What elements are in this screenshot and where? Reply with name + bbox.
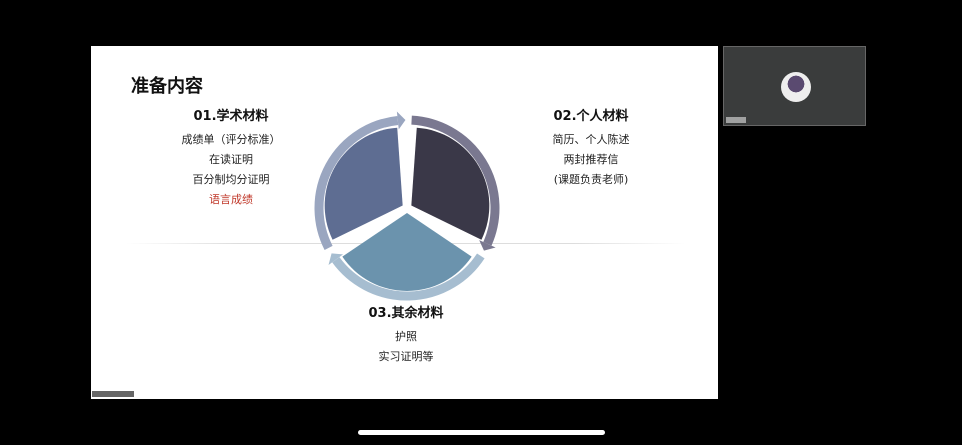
cycle-arrow-arc [332,253,485,301]
list-item-highlighted: 语言成绩 [209,193,253,206]
list-item: (课题负责老师) [553,173,629,186]
list-item: 百分制均分证明 [192,173,270,186]
list-item: 两封推荐信 [563,153,619,166]
cycle-diagram [314,111,500,301]
section-academic: 01.学术材料 成绩单（评分标准） 在读证明 百分制均分证明 语言成绩 [146,106,316,210]
list-item: 护照 [395,330,417,343]
list-item: 在读证明 [209,153,253,166]
section-personal: 02.个人材料 简历、个人陈述 两封推荐信 (课题负责老师) [506,106,676,190]
cycle-arrow-arc [314,116,399,250]
slide-label [92,391,134,397]
list-item: 成绩单（评分标准） [181,133,281,146]
cycle-arrow-arc [411,115,500,246]
diagram-segment [411,127,490,240]
arrow-head-icon [396,111,406,130]
section-other: 03.其余材料 护照 实习证明等 [321,303,491,367]
diagram-segment [342,213,472,291]
arrow-head-icon [479,240,496,251]
arrow-head-icon [328,253,344,266]
presentation-slide: 准备内容 01.学术材料 成绩单（评分标准） 在读证明 百分制均分证明 语言成绩… [91,46,718,399]
section-heading: 01.学术材料 [193,109,269,124]
diagram-segment [324,127,403,240]
participant-video-tile[interactable] [723,46,866,126]
list-item: 实习证明等 [378,350,434,363]
avatar [781,72,811,102]
participant-name-label [726,117,746,123]
section-heading: 02.个人材料 [553,109,629,124]
home-indicator[interactable] [358,430,605,435]
section-heading: 03.其余材料 [368,306,444,321]
slide-title: 准备内容 [131,76,203,97]
list-item: 简历、个人陈述 [552,133,630,146]
